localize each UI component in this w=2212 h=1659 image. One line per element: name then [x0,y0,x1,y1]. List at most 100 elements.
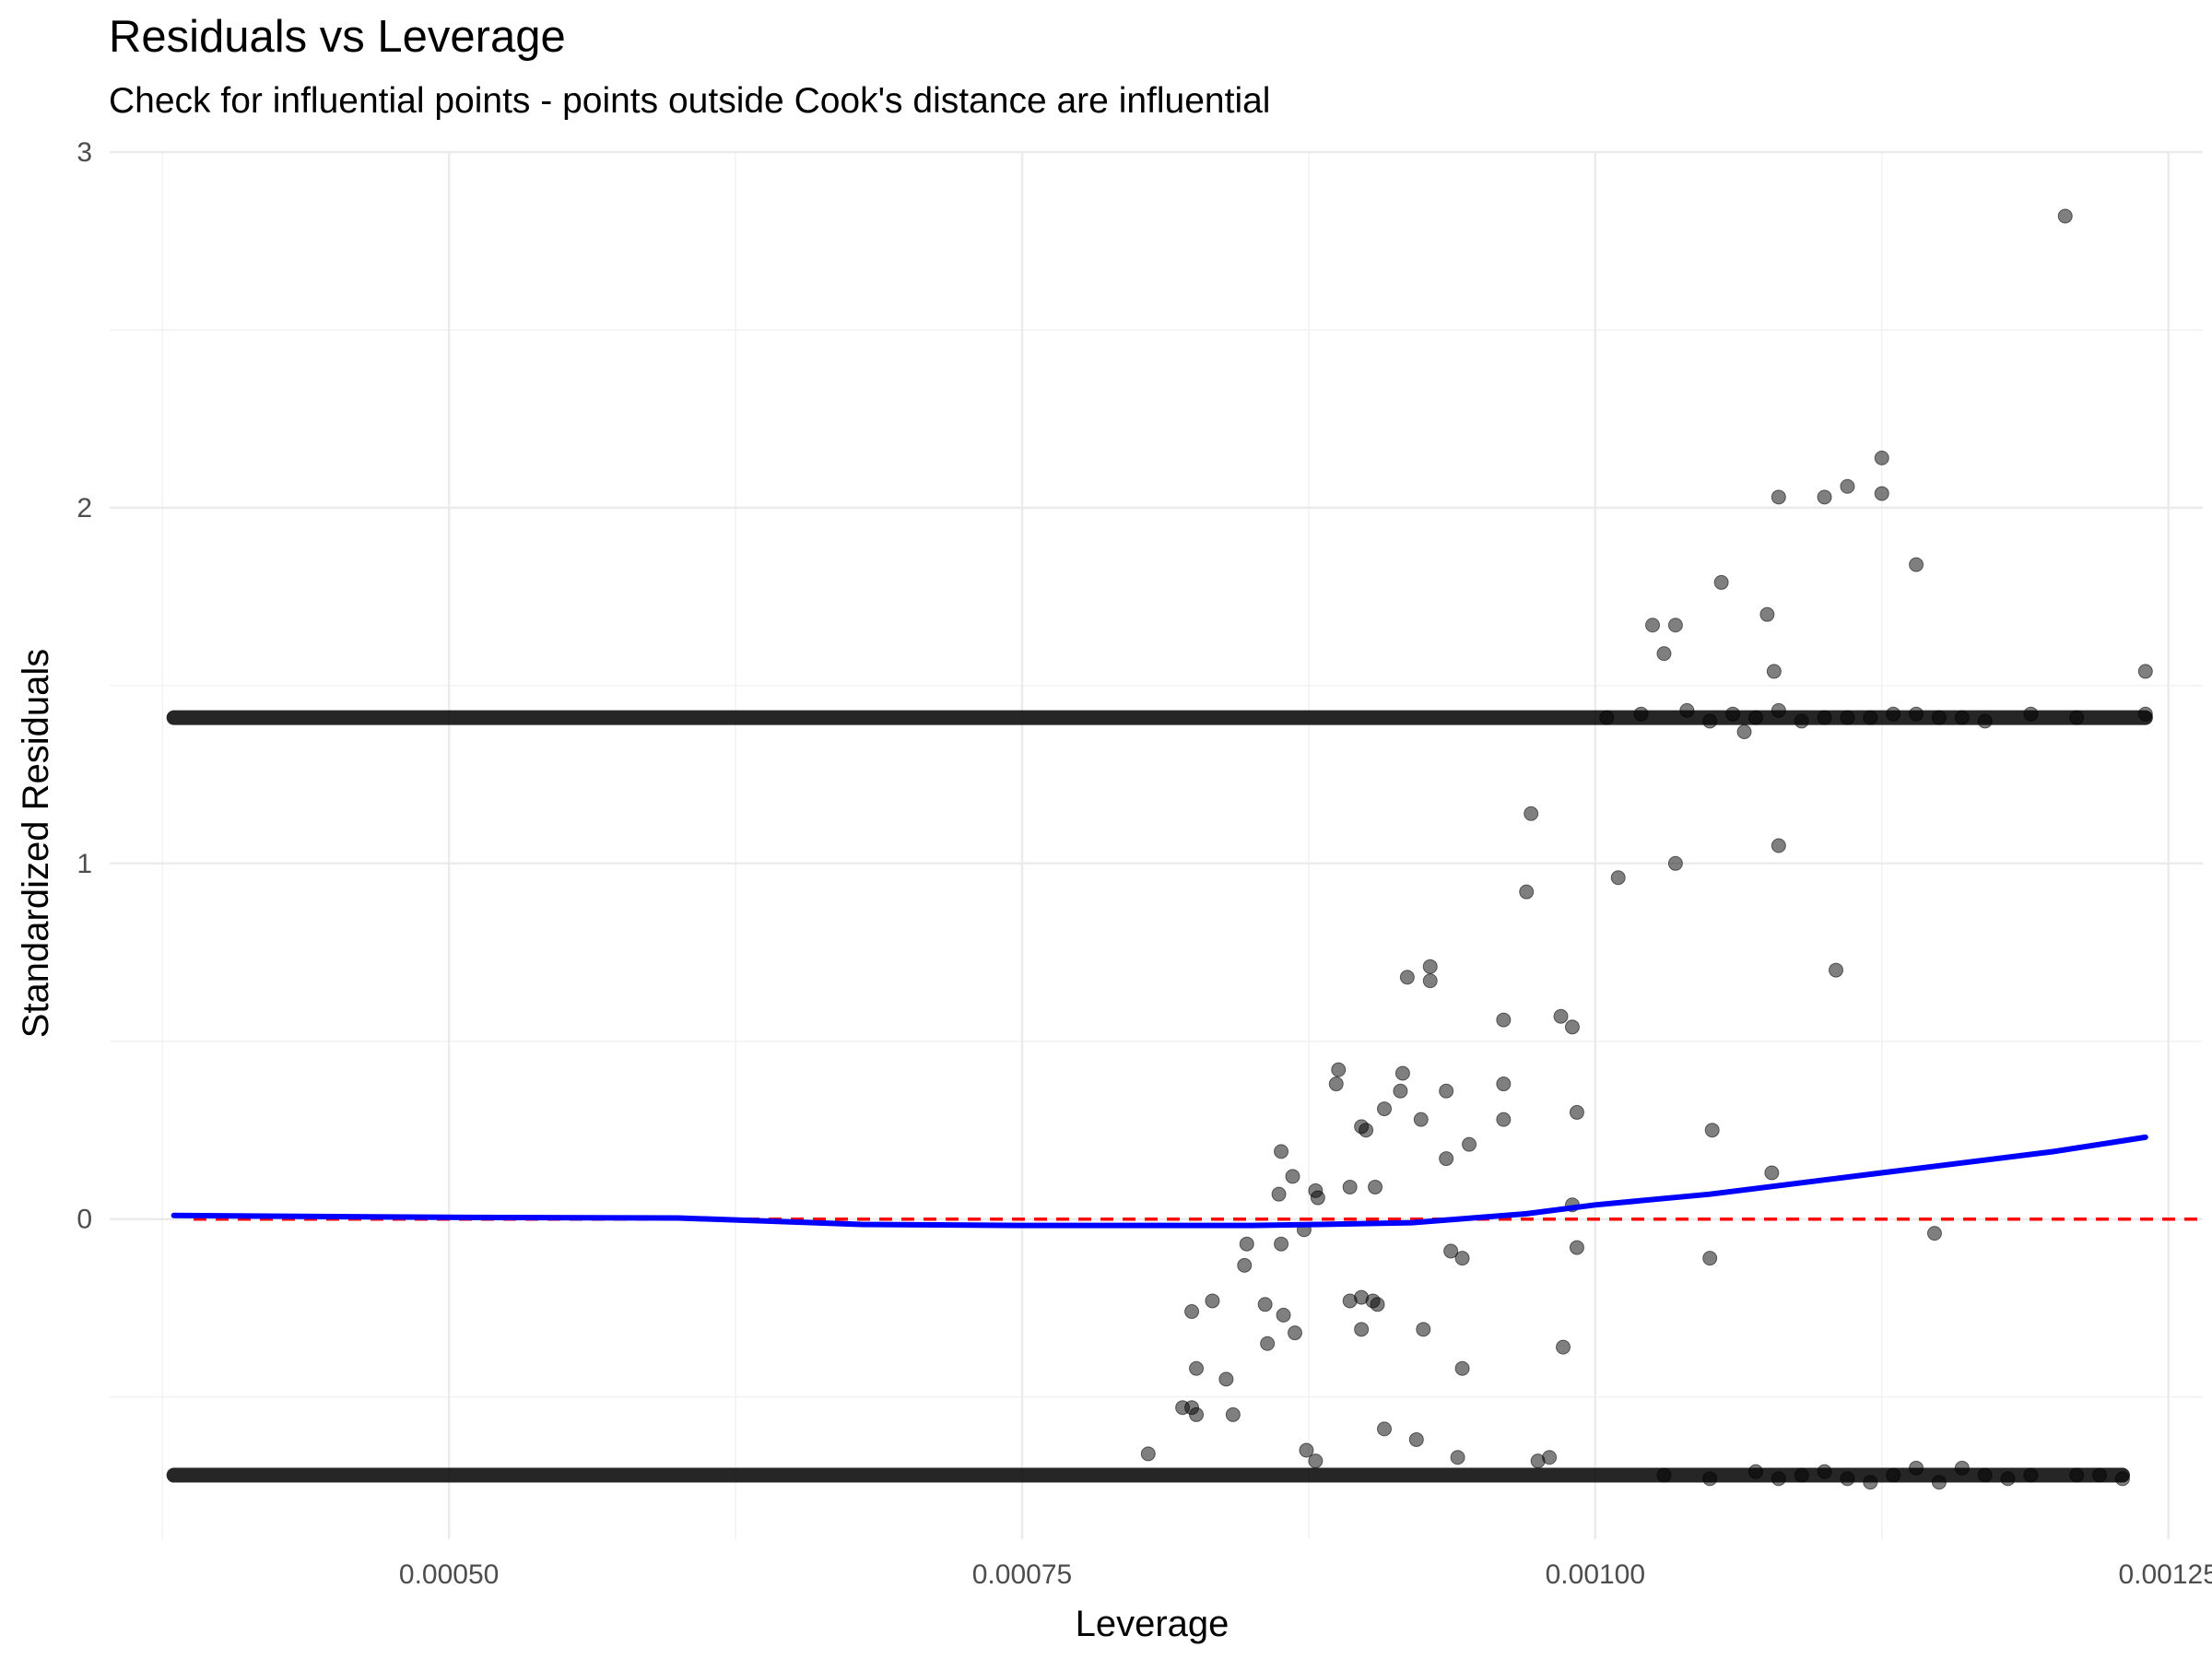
data-point [1422,973,1438,989]
data-point [1439,1151,1454,1167]
data-point [1874,450,1889,465]
chart-title: Residuals vs Leverage [109,12,566,62]
smooth-line-layer [171,1134,2148,1229]
data-point [1274,1236,1289,1252]
data-point [2114,1471,2130,1487]
data-point [1399,970,1415,985]
data-point [1556,1339,1571,1355]
data-point [1954,1460,1970,1476]
data-point [1443,1243,1459,1259]
data-point [1287,1325,1302,1341]
y-tick-label: 3 [76,137,92,168]
chart-subtitle: Check for influential points - points ou… [109,81,1271,121]
data-points [1140,208,2153,1490]
data-point [1954,710,1970,725]
data-point [1189,1360,1205,1376]
data-point [1771,702,1786,718]
data-point [1645,618,1661,633]
data-point [2092,1467,2108,1483]
data-point [1519,884,1535,900]
data-point [1909,1460,1924,1476]
data-point [1909,706,1924,722]
data-point [1704,1123,1720,1138]
data-point [1328,1077,1344,1092]
data-point [1376,1101,1392,1117]
data-point [2057,208,2073,224]
point-bands [166,710,2153,1483]
data-point [1454,1360,1470,1376]
data-point [1310,1190,1325,1206]
data-point [1218,1371,1234,1387]
data-point [1764,1165,1780,1181]
data-point [1702,1251,1718,1266]
data-point [1439,1083,1454,1099]
y-tick-label: 0 [76,1205,92,1235]
data-point [2023,706,2039,722]
data-point [1553,1008,1569,1024]
data-point [1633,706,1649,722]
data-point [1496,1112,1512,1127]
data-point [1771,489,1786,505]
data-point [1656,646,1672,662]
data-point [1542,1450,1558,1465]
data-point [1771,1471,1786,1487]
data-point [1496,1012,1512,1028]
lower-point-band [166,1467,2130,1483]
data-point [1725,706,1741,722]
data-point [1840,478,1855,494]
y-tick-label: 1 [76,849,92,879]
data-point [2069,710,2085,725]
data-point [1285,1169,1300,1184]
data-point [1422,959,1438,974]
data-point [1863,710,1878,725]
data-point [1496,1077,1512,1092]
data-point [1454,1251,1470,1266]
data-point [1840,710,1855,725]
data-point [1413,1112,1429,1127]
data-point [1274,1144,1289,1159]
data-point [1817,710,1832,725]
x-tick-label: 0.00050 [399,1559,499,1590]
data-point [1359,1123,1374,1138]
x-tick-label: 0.00125 [2118,1559,2212,1590]
data-point [1189,1406,1205,1422]
data-point [1747,710,1763,725]
data-point [1140,1446,1156,1462]
y-axis-title: Standardized Residuals [16,649,56,1038]
data-point [2137,706,2153,722]
data-point [1276,1307,1291,1323]
data-point [1766,664,1782,679]
data-point [1354,1322,1370,1337]
data-point [1416,1322,1431,1337]
tick-labels: 0.00050 0.00075 0.00100 0.00125 0 1 2 3 [76,137,2212,1590]
data-point [2023,1467,2039,1483]
data-point [2137,664,2153,679]
data-point [1736,724,1752,740]
data-point [1759,606,1775,622]
x-tick-label: 0.00100 [1546,1559,1645,1590]
data-point [1370,1297,1385,1312]
data-point [1569,1104,1584,1120]
data-point [1257,1297,1273,1312]
data-point [1331,1062,1347,1077]
data-point [1393,1083,1408,1099]
data-point [1863,1475,1878,1490]
x-tick-label: 0.00075 [972,1559,1072,1590]
data-point [1394,1065,1410,1081]
data-point [1840,1471,1855,1487]
data-point [1656,1467,1672,1483]
data-point [1679,702,1695,718]
smooth-trend-line [171,1134,2148,1229]
data-point [1564,1019,1580,1035]
data-point [1977,1467,1993,1483]
data-point [1886,1467,1901,1483]
data-point [1926,1226,1942,1241]
data-point [1599,710,1615,725]
data-point [1817,1464,1832,1479]
data-point [1569,1240,1584,1255]
data-point [1271,1186,1287,1202]
data-point [1667,855,1683,871]
data-point [1702,1471,1718,1487]
data-point [1886,706,1901,722]
